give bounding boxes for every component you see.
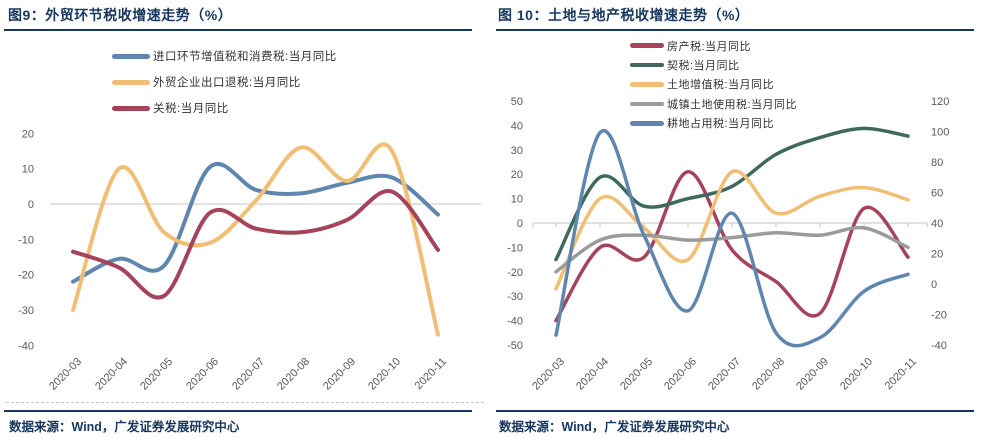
series-line xyxy=(71,189,440,300)
x-axis-tick-label: 2020-07 xyxy=(706,356,743,393)
chart-legend: 进口环节增值税和消费税:当月同比 外贸企业出口退税:当月同比 关税:当月同比 xyxy=(112,43,337,121)
figure-panel-10: 图 10：土地与地产税收增速走势（%） 50 40 30 20 10 0 -10 -20 -30… xyxy=(490,0,981,438)
source-note: 数据来源：Wind，广发证券发展研究中心 xyxy=(499,420,730,434)
x-axis-tick-label: 2020-03 xyxy=(530,356,567,393)
x-axis-tick-label: 2020-10 xyxy=(838,356,875,393)
y-axis-right-tick-label: 100 xyxy=(931,127,949,139)
legend-label: 关税:当月同比 xyxy=(153,103,229,115)
figure-panel-9: 图9：外贸环节税收增速走势（%） 20 10 0 -10 -20 -30 -40 2020-0… xyxy=(0,0,490,438)
legend-item: 外贸企业出口退税:当月同比 xyxy=(112,69,337,95)
source-divider xyxy=(4,410,472,412)
x-axis-tick-label: 2020-11 xyxy=(883,356,919,392)
legend-label: 耕地占用税:当月同比 xyxy=(667,118,775,131)
y-axis-tick-label: 20 xyxy=(511,169,523,181)
series-line xyxy=(71,162,440,284)
line-chart-land-property-tax: 50403020100-10-20-30-40-5012010080604020… xyxy=(507,96,949,393)
x-axis-tick-label: 2020-06 xyxy=(184,356,221,393)
legend-swatch xyxy=(630,101,664,107)
chart-legend: 房产税:当月同比 契税:当月同比土地增值税:当月同比城镇土地使用税:当月同比 耕地占… xyxy=(630,36,797,133)
y-axis-right-tick-label: -40 xyxy=(931,340,947,352)
legend-item: 房产税:当月同比 xyxy=(630,36,797,55)
series-line xyxy=(71,142,440,337)
source-divider xyxy=(496,410,974,412)
y-axis-tick-label: 0 xyxy=(28,199,34,211)
y-axis-tick-label: 20 xyxy=(22,128,34,140)
y-axis-tick-label: -20 xyxy=(18,270,34,282)
figure-title: 图 10：土地与地产税收增速走势（%） xyxy=(498,7,750,23)
x-axis-tick-label: 2020-08 xyxy=(275,356,312,393)
legend-item: 城镇土地使用税:当月同比 xyxy=(630,94,797,113)
figure-title: 图9：外贸环节税收增速走势（%） xyxy=(8,7,233,23)
y-axis-right-tick-label: 20 xyxy=(931,249,943,261)
y-axis-tick-label: -20 xyxy=(507,267,523,279)
legend-label: 外贸企业出口退税:当月同比 xyxy=(153,77,301,89)
legend-swatch xyxy=(630,62,664,68)
legend-label: 契税:当月同比 xyxy=(667,60,740,73)
x-axis-tick-label: 2020-10 xyxy=(366,356,403,393)
y-axis-tick-label: -30 xyxy=(18,305,34,317)
y-axis-right-tick-label: 0 xyxy=(931,279,937,291)
y-axis-tick-label: 10 xyxy=(511,194,523,206)
x-axis-tick-label: 2020-04 xyxy=(93,356,130,393)
y-axis-tick-label: 50 xyxy=(511,96,523,108)
legend-label: 进口环节增值税和消费税:当月同比 xyxy=(153,51,337,63)
x-axis-tick-label: 2020-05 xyxy=(618,356,655,393)
y-axis-tick-label: -40 xyxy=(507,316,523,328)
x-axis-tick-label: 2020-07 xyxy=(230,356,267,393)
y-axis-tick-label: -40 xyxy=(18,340,34,352)
y-axis-right-tick-label: 60 xyxy=(931,188,943,200)
legend-label: 土地增值税:当月同比 xyxy=(667,79,775,92)
y-axis-tick-label: 0 xyxy=(517,218,523,230)
legend-item: 土地增值税:当月同比 xyxy=(630,75,797,94)
title-underline xyxy=(496,29,974,31)
y-axis-tick-label: -10 xyxy=(507,242,523,254)
y-axis-tick-label: 40 xyxy=(511,120,523,132)
legend-swatch xyxy=(112,79,150,85)
x-axis-tick-label: 2020-06 xyxy=(662,356,699,393)
x-axis-tick-label: 2020-09 xyxy=(794,356,831,393)
legend-swatch xyxy=(112,105,150,111)
x-axis-tick-label: 2020-11 xyxy=(413,356,449,392)
y-axis-tick-label: 10 xyxy=(22,164,34,176)
legend-swatch xyxy=(630,43,664,48)
x-axis-tick-label: 2020-03 xyxy=(47,356,84,393)
y-axis-tick-label: -50 xyxy=(507,340,523,352)
source-note: 数据来源：Wind，广发证券发展研究中心 xyxy=(9,420,240,434)
legend-swatch xyxy=(112,53,150,59)
legend-label: 房产税:当月同比 xyxy=(667,40,752,53)
y-axis-tick-label: -30 xyxy=(507,291,523,303)
legend-item: 耕地占用税:当月同比 xyxy=(630,114,797,133)
y-axis-tick-label: -10 xyxy=(18,234,34,246)
legend-item: 关税:当月同比 xyxy=(112,95,337,121)
series-line xyxy=(554,126,910,262)
x-axis-tick-label: 2020-05 xyxy=(138,356,175,393)
x-axis-tick-label: 2020-08 xyxy=(750,356,787,393)
legend-label: 城镇土地使用税:当月同比 xyxy=(667,98,798,111)
y-axis-right-tick-label: 80 xyxy=(931,157,943,169)
x-axis-tick-label: 2020-04 xyxy=(574,356,611,393)
series-line xyxy=(554,128,910,348)
title-underline xyxy=(4,29,472,31)
y-axis-right-tick-label: 40 xyxy=(931,218,943,230)
axis-baseline xyxy=(6,402,484,403)
y-axis-tick-label: 30 xyxy=(511,145,523,157)
x-axis-tick-label: 2020-09 xyxy=(321,356,358,393)
legend-swatch xyxy=(630,82,664,87)
y-axis-right-tick-label: -20 xyxy=(931,310,947,322)
series-line xyxy=(554,169,910,291)
legend-item: 契税:当月同比 xyxy=(630,55,797,74)
legend-item: 进口环节增值税和消费税:当月同比 xyxy=(112,43,337,69)
series-line xyxy=(554,225,910,274)
y-axis-right-tick-label: 120 xyxy=(931,96,949,108)
legend-swatch xyxy=(630,121,664,126)
